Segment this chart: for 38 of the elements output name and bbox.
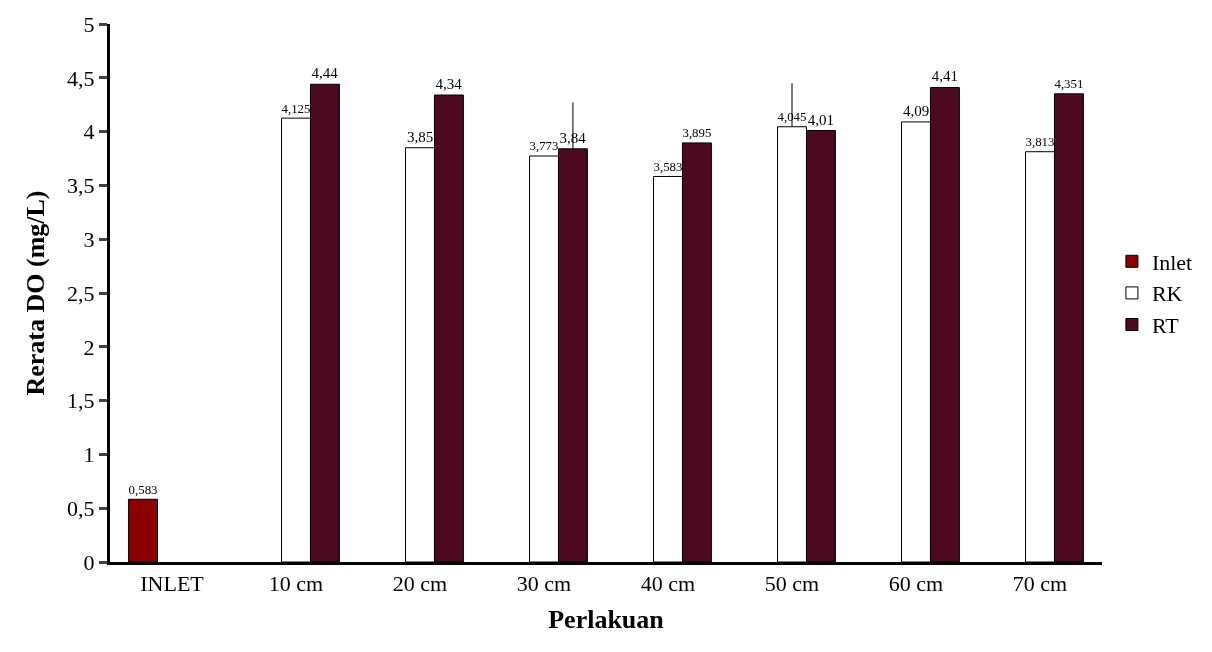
data-label: 4,34: [435, 76, 463, 93]
x-tick-label: 30 cm: [516, 571, 572, 597]
y-tick-label: 3,5: [67, 173, 95, 199]
y-tick-label: 4,5: [67, 65, 95, 91]
y-tick-label: 3: [83, 226, 95, 252]
x-tick-label: 40 cm: [640, 571, 696, 597]
y-tick-label: 0,5: [67, 495, 95, 521]
x-axis-title: Perlakuan: [548, 605, 665, 635]
data-label: 4,09: [902, 102, 930, 119]
x-tick-label: INLET: [140, 571, 205, 597]
y-tick-label: 2,5: [67, 280, 95, 306]
x-tick-label: 10 cm: [268, 571, 324, 597]
data-label: 3,773: [529, 139, 559, 154]
y-tick-label: 1,5: [67, 388, 95, 414]
data-label: 4,41: [931, 68, 959, 85]
data-label: 4,125: [281, 101, 311, 116]
y-tick-label: 5: [83, 11, 95, 37]
y-tick-label: 1: [83, 442, 95, 468]
x-tick-label: 70 cm: [1012, 571, 1068, 597]
y-tick-label: 0: [83, 549, 95, 575]
y-axis-title: Rerata DO (mg/L): [21, 190, 51, 396]
data-label: 4,351: [1054, 77, 1084, 92]
y-tick-label: 4: [83, 119, 95, 145]
data-label: 3,813: [1025, 135, 1055, 150]
legend-label: RT: [1151, 313, 1180, 339]
y-tick-label: 2: [83, 334, 95, 360]
data-label: 3,583: [653, 159, 683, 174]
x-tick-label: 60 cm: [888, 571, 944, 597]
data-label: 4,44: [311, 65, 339, 82]
x-tick-label: 50 cm: [764, 571, 820, 597]
data-label: 0,583: [128, 482, 158, 497]
legend-label: RK: [1151, 281, 1183, 307]
data-label: 3,85: [406, 128, 434, 145]
data-label: 4,01: [807, 111, 835, 128]
x-tick-label: 20 cm: [392, 571, 448, 597]
data-label: 3,895: [682, 126, 712, 141]
data-label: 4,045: [777, 110, 807, 125]
legend-label: Inlet: [1151, 249, 1193, 275]
